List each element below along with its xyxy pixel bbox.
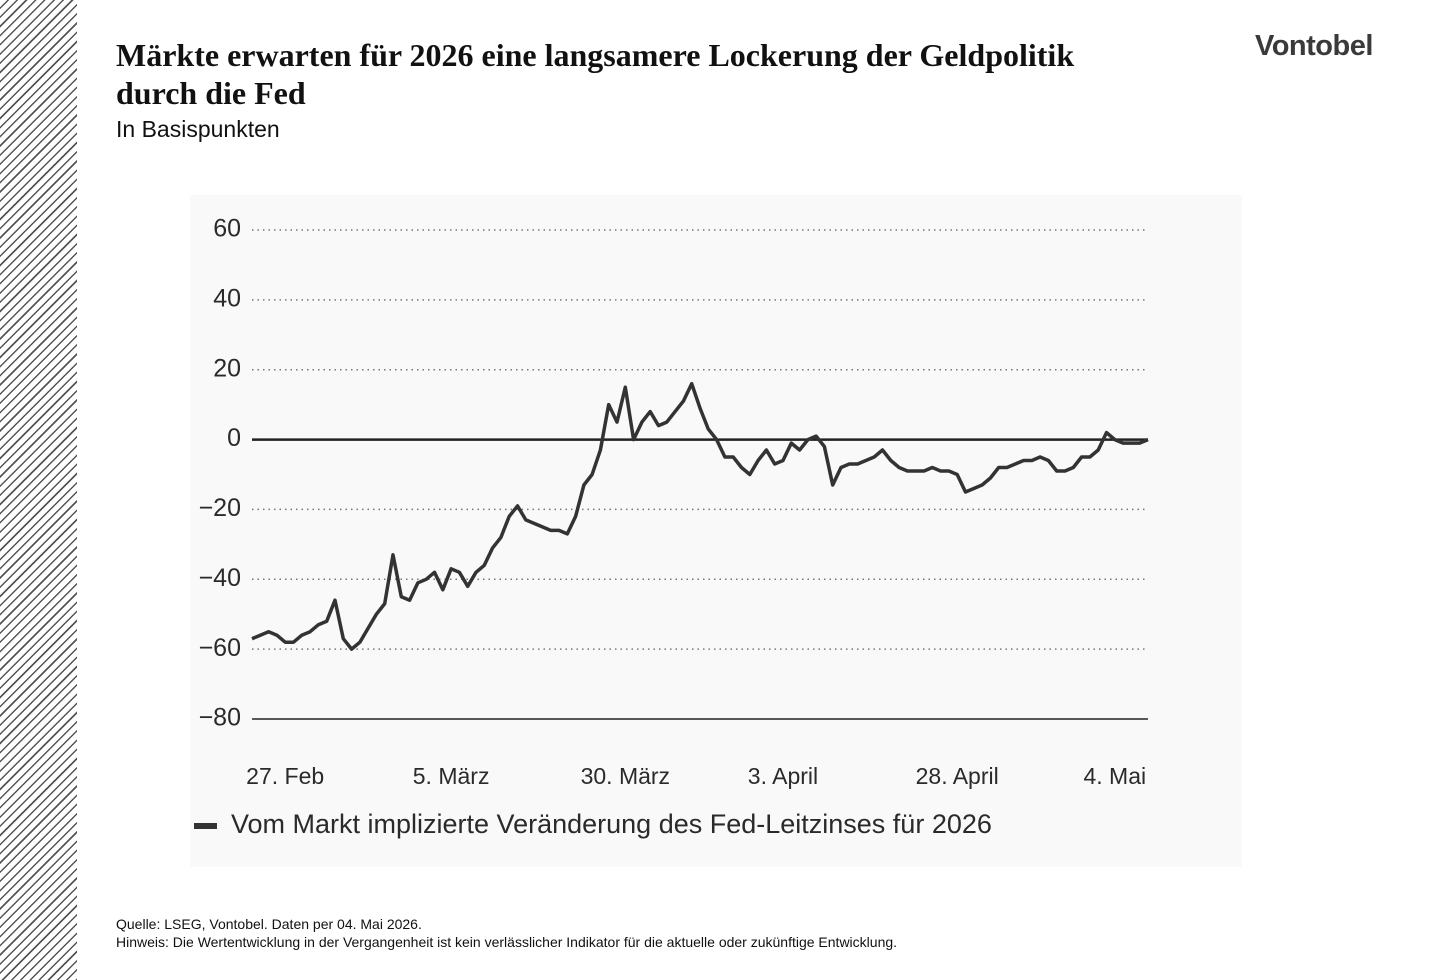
disclaimer: Hinweis: Die Wertentwicklung in der Verg… [116,934,898,950]
chart-subtitle: In Basispunkten [116,116,280,142]
y-tick-label: 20 [213,354,241,382]
chart-title: Märkte erwarten für 2026 eine langsamere… [116,37,1075,111]
data-line [251,381,1149,651]
y-tick-label: −20 [199,494,241,522]
source-note: Quelle: LSEG, Vontobel. Daten per 04. Ma… [116,916,422,932]
y-tick-label: 60 [213,215,241,243]
chart-panel [190,195,1242,867]
x-tick-label: 27. Feb [246,763,324,789]
y-tick-label: −40 [199,564,241,592]
x-tick-label: 4. Mai [1083,763,1146,789]
y-tick-label: −80 [199,704,241,732]
x-tick-label: 3. April [748,763,818,789]
legend-label: Vom Markt implizierte Veränderung des Fe… [231,809,992,839]
brand-logo: Vontobel [1255,30,1373,62]
x-tick-label: 30. März [581,763,670,789]
y-tick-label: 40 [213,284,241,312]
y-tick-label: 0 [227,424,241,452]
hatch-band [0,0,77,980]
x-tick-label: 28. April [916,763,999,789]
x-tick-label: 5. März [413,763,490,789]
y-tick-label: −60 [199,634,241,662]
